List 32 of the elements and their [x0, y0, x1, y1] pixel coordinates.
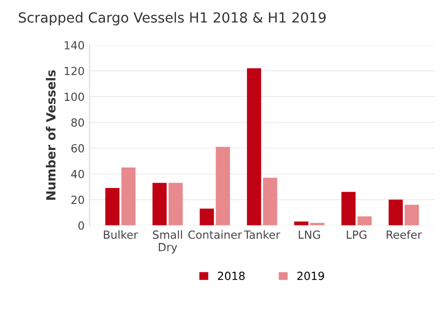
legend-label: 2018	[218, 272, 245, 280]
bar	[152, 182, 167, 226]
x-tick-label: LPG	[346, 230, 366, 239]
bar	[216, 146, 230, 226]
y-axis-title: Number of Vessels	[46, 70, 56, 200]
chart-title: Scrapped Cargo Vessels H1 2018 & H1 2019	[18, 12, 326, 26]
bar	[294, 222, 308, 226]
y-tick-label: 120	[64, 66, 84, 76]
bar	[341, 192, 356, 226]
bar	[246, 68, 262, 226]
y-tick-label: 20	[71, 196, 84, 204]
y-tick-label: 40	[71, 170, 84, 178]
bar	[200, 208, 214, 226]
legend-label: 2019	[297, 272, 324, 280]
y-tick-label: 100	[64, 92, 84, 101]
bar	[105, 188, 120, 226]
y-tick-label: 140	[64, 41, 84, 50]
y-tick-label: 80	[71, 118, 84, 127]
bar	[404, 204, 419, 226]
x-tick-label: Tanker	[244, 230, 280, 239]
x-tick-label: Small Dry	[152, 230, 182, 254]
y-tick-label: 0	[78, 221, 84, 230]
bar	[388, 200, 403, 226]
x-tick-label: Bulker	[104, 230, 138, 239]
y-tick-label: 60	[71, 144, 84, 152]
bar	[263, 178, 278, 226]
bar	[357, 216, 372, 226]
bar	[121, 167, 136, 226]
x-tick-label: Reefer	[386, 230, 422, 239]
bar	[168, 182, 183, 226]
x-tick-label: LNG	[298, 230, 320, 239]
x-tick-label: Container	[188, 230, 242, 239]
